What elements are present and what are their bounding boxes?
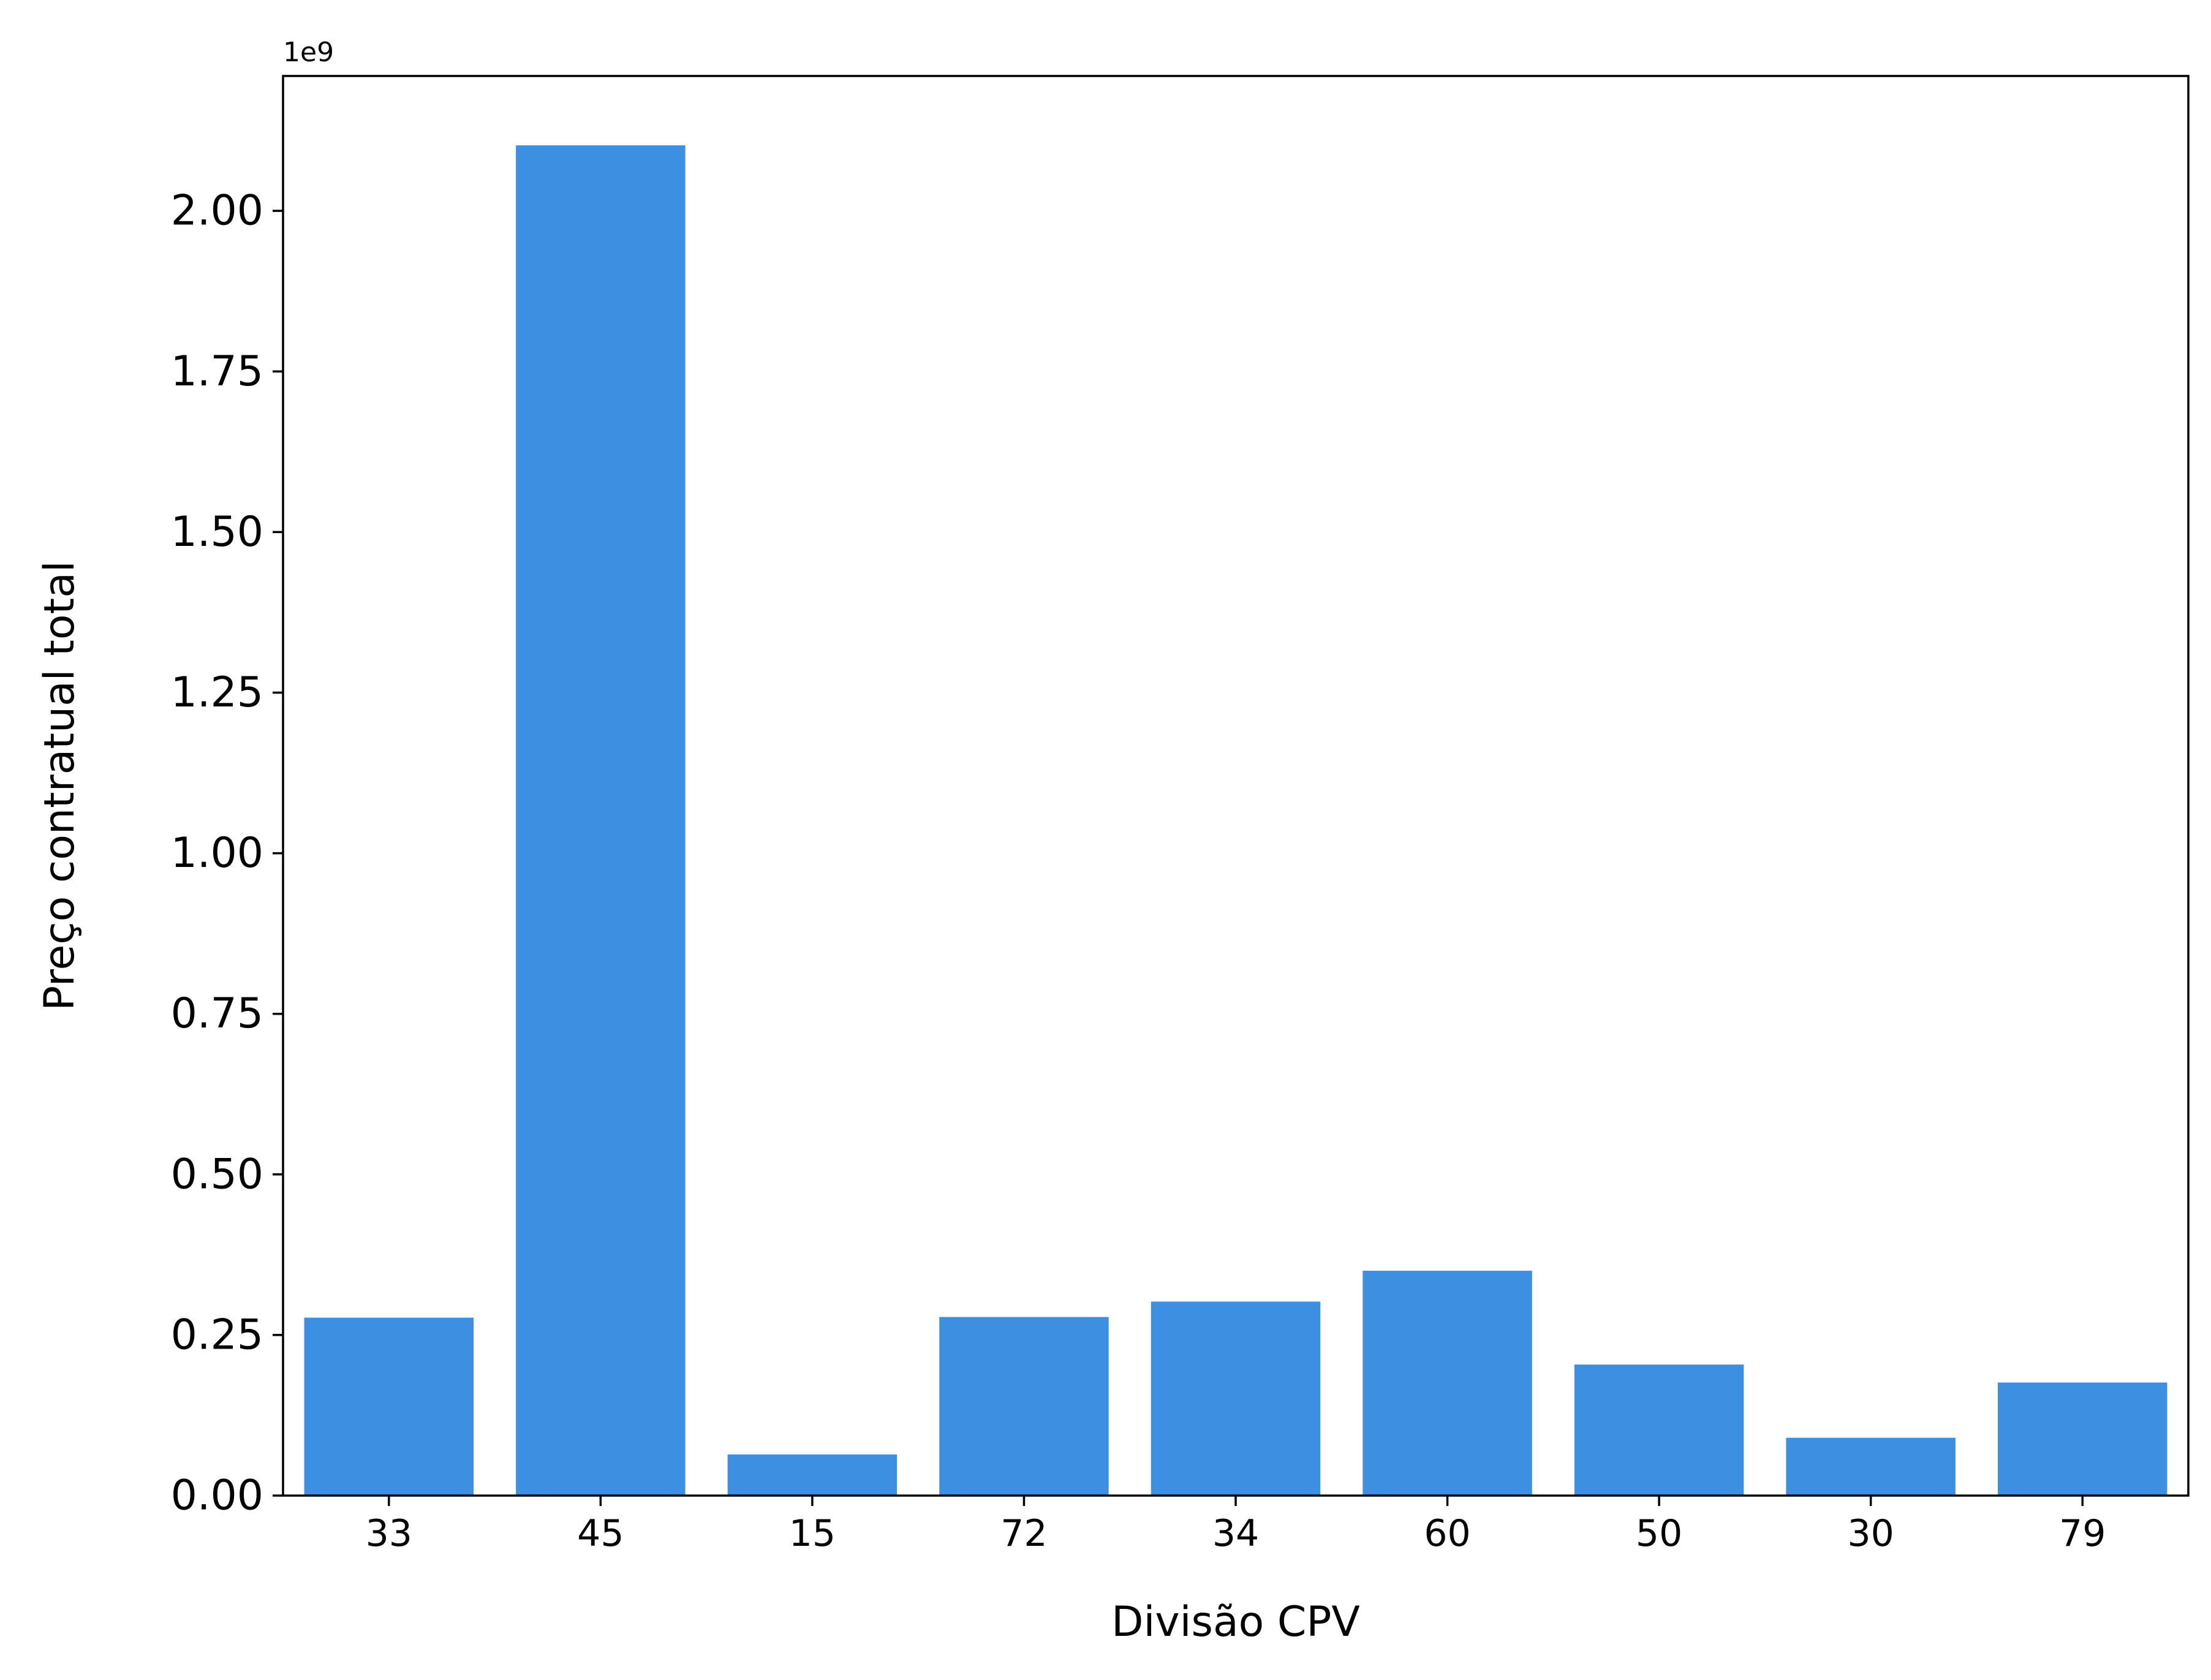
x-tick-label: 33 bbox=[366, 1512, 412, 1555]
y-tick-label: 0.00 bbox=[171, 1472, 263, 1520]
bar-50 bbox=[1574, 1364, 1744, 1496]
y-tick-label: 1.75 bbox=[171, 347, 263, 396]
y-axis: 0.00 0.25 0.50 0.75 1.00 1.25 1.50 1.75 2.00 bbox=[171, 187, 283, 1520]
y-offset-label: 1e9 bbox=[283, 37, 334, 68]
x-tick-label: 34 bbox=[1212, 1512, 1259, 1555]
bar-79 bbox=[1998, 1382, 2168, 1496]
bar-60 bbox=[1363, 1271, 1532, 1496]
y-tick-label: 1.00 bbox=[171, 829, 263, 877]
bar-45 bbox=[516, 145, 686, 1496]
y-tick-label: 0.25 bbox=[171, 1311, 263, 1359]
bar-72 bbox=[939, 1317, 1109, 1496]
y-tick-label: 1.25 bbox=[171, 668, 263, 717]
x-tick-label: 15 bbox=[789, 1512, 836, 1555]
x-axis-label: Divisão CPV bbox=[1111, 1598, 1360, 1646]
x-tick-label: 45 bbox=[577, 1512, 624, 1555]
x-tick-label: 60 bbox=[1424, 1512, 1470, 1555]
bars-group bbox=[304, 145, 2168, 1496]
y-axis-label: Preço contratual total bbox=[36, 561, 84, 1011]
y-tick-label: 0.75 bbox=[171, 989, 263, 1038]
y-tick-label: 1.50 bbox=[171, 508, 263, 556]
bar-30 bbox=[1786, 1437, 1956, 1496]
y-tick-label: 2.00 bbox=[171, 187, 263, 235]
x-tick-label: 50 bbox=[1636, 1512, 1682, 1555]
x-tick-label: 79 bbox=[2059, 1512, 2106, 1555]
bar-34 bbox=[1151, 1301, 1321, 1496]
x-tick-label: 72 bbox=[1000, 1512, 1047, 1555]
y-tick-label: 0.50 bbox=[171, 1150, 263, 1198]
bar-15 bbox=[727, 1454, 898, 1496]
x-tick-label: 30 bbox=[1847, 1512, 1894, 1555]
bar-33 bbox=[304, 1317, 474, 1496]
x-axis: 33 45 15 72 34 60 50 30 79 bbox=[366, 1496, 2106, 1555]
